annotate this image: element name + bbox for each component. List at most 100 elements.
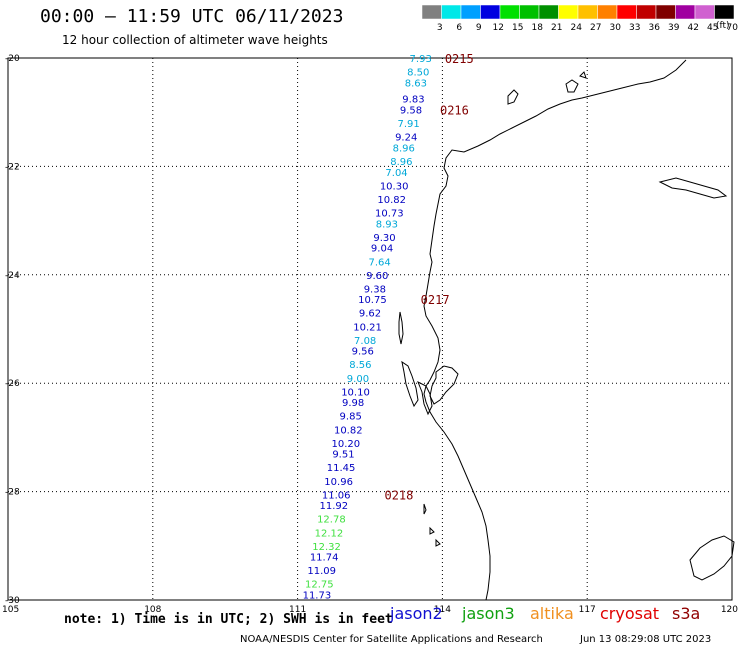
legend-swatch	[597, 4, 618, 20]
legend-swatch	[616, 4, 637, 20]
time-labels: 0215 0216 0217 0218	[384, 52, 473, 502]
legend-bin-label: 42	[688, 23, 699, 33]
swh-value-label: 10.82	[377, 195, 406, 206]
mission-jason3: jason3	[462, 604, 515, 623]
peron-peninsula	[417, 380, 433, 416]
swh-value-label: 8.96	[390, 157, 412, 168]
legend-swatch	[480, 4, 501, 20]
y-tick-label: -30	[5, 596, 20, 606]
swh-value-label: 7.64	[369, 257, 391, 268]
eastern-coast	[658, 177, 728, 199]
swh-value-label: 11.06	[322, 490, 351, 501]
barrow-island	[507, 89, 519, 105]
legend-bin-label: 39	[668, 23, 680, 33]
legend-bin-label: 3	[437, 23, 443, 33]
swh-value-label: 10.10	[341, 387, 370, 398]
legend-bin-label: 18	[532, 23, 544, 33]
x-tick-label: 108	[144, 605, 161, 615]
footer-note: note: 1) Time is in UTC; 2) SWH is in fe…	[64, 612, 393, 627]
mission-cryosat: cryosat	[600, 604, 660, 623]
pass-time-label: 0216	[440, 103, 469, 117]
dirk-hartog-island	[401, 360, 419, 408]
legend-bin-label: 70	[727, 23, 739, 33]
swh-value-label: 9.38	[364, 284, 386, 295]
legend-swatch	[694, 4, 715, 20]
legend-swatch	[675, 4, 696, 20]
footer-timestamp: Jun 13 08:29:08 UTC 2023	[580, 634, 712, 645]
x-tick-label: 117	[579, 605, 596, 615]
legend-swatch	[441, 4, 462, 20]
swh-value-label: 9.62	[359, 309, 381, 320]
mission-altika: altika	[530, 604, 574, 623]
legend-swatch	[655, 4, 676, 20]
swh-value-label: 11.09	[307, 566, 336, 577]
shark-bay-peninsula	[429, 365, 459, 405]
swh-value-label: 9.00	[347, 374, 369, 385]
mainland-coastline	[423, 59, 687, 601]
southeast-coast	[689, 535, 735, 581]
legend-swatch	[519, 4, 540, 20]
footer-credits: NOAA/NESDIS Center for Satellite Applica…	[240, 634, 543, 645]
abrolhos-islands	[423, 503, 441, 547]
swh-value-label: 10.21	[353, 322, 382, 333]
swh-value-label: 10.96	[324, 477, 353, 488]
legend-bin-label: 27	[590, 23, 601, 33]
axis-tick-labels: 105 108 111 114 117 120 -20 -22 -24 -26 -28 -30	[2, 54, 738, 615]
swh-value-label: 8.63	[405, 78, 427, 89]
bernier-island	[398, 311, 404, 345]
x-tick-label: 105	[2, 605, 19, 615]
legend-bin-label: 30	[610, 23, 622, 33]
swh-value-label: 10.73	[375, 208, 404, 219]
swh-value-label: 11.92	[319, 501, 348, 512]
color-legend: 3 6 9 12 15 18 21 24 27 30 33 36 39 42 45 70	[421, 4, 739, 33]
legend-swatch	[636, 4, 657, 20]
swh-observations: 7.938.508.639.839.587.919.248.968.967.04…	[303, 54, 432, 602]
swh-value-label: 12.78	[317, 515, 346, 526]
swh-value-label: 8.93	[376, 219, 398, 230]
swh-value-label: 9.58	[400, 105, 422, 116]
legend-bin-label: 36	[649, 23, 661, 33]
y-tick-label: -26	[5, 379, 20, 389]
legend-swatch	[577, 4, 598, 20]
swh-value-label: 9.24	[395, 133, 417, 144]
pass-time-label: 0215	[445, 52, 474, 66]
legend-units: (ft)	[716, 21, 730, 31]
mission-s3a: s3a	[672, 604, 701, 623]
swh-value-label: 7.91	[397, 119, 419, 130]
swh-value-label: 7.04	[385, 168, 407, 179]
y-tick-label: -20	[5, 54, 20, 64]
swh-value-label: 9.30	[373, 233, 395, 244]
y-tick-label: -28	[5, 488, 20, 498]
legend-bin-label: 21	[551, 23, 562, 33]
map-grid	[7, 57, 733, 601]
chart-title: 00:00 – 11:59 UTC 06/11/2023	[40, 6, 344, 27]
chart-subtitle: 12 hour collection of altimeter wave hei…	[62, 33, 328, 47]
legend-bin-label: 12	[493, 23, 504, 33]
x-tick-label: 111	[289, 605, 306, 615]
legend-swatch	[538, 4, 559, 20]
swh-value-label: 12.12	[315, 528, 344, 539]
swh-value-label: 11.74	[310, 553, 339, 564]
x-tick-label: 120	[721, 605, 738, 615]
swh-value-label: 7.08	[354, 336, 376, 347]
pass-time-label: 0217	[421, 293, 450, 307]
legend-bin-label: 6	[456, 23, 462, 33]
swh-value-label: 9.98	[342, 398, 364, 409]
legend-bin-label: 45	[707, 23, 718, 33]
y-tick-label: -24	[5, 271, 20, 281]
swh-value-label: 9.60	[366, 271, 388, 282]
legend-bin-label: 24	[571, 23, 583, 33]
swh-value-label: 8.96	[393, 143, 415, 154]
legend-swatch	[421, 4, 442, 20]
legend-swatch	[558, 4, 579, 20]
pass-time-label: 0218	[384, 488, 413, 502]
legend-bin-label: 33	[629, 23, 640, 33]
swh-value-label: 9.83	[402, 95, 424, 106]
legend-bin-label: 15	[512, 23, 523, 33]
legend-bin-label: 9	[476, 23, 482, 33]
swh-value-label: 9.04	[371, 244, 393, 255]
legend-swatch	[460, 4, 481, 20]
swh-value-label: 10.82	[334, 425, 363, 436]
y-tick-label: -22	[5, 162, 20, 172]
swh-value-label: 8.56	[349, 360, 371, 371]
